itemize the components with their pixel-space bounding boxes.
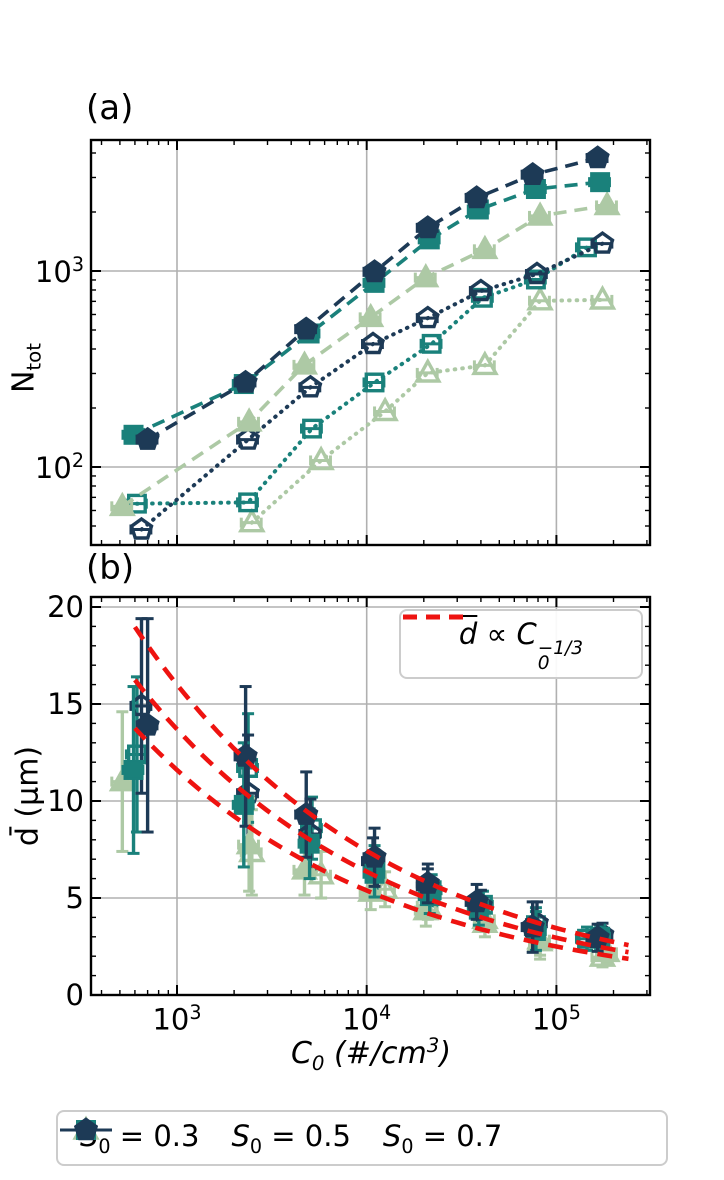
square-marker xyxy=(590,172,611,193)
triangle-marker xyxy=(471,234,499,260)
triangle-marker xyxy=(526,201,554,226)
pentagon-marker xyxy=(585,145,610,169)
triangle-marker xyxy=(414,357,442,383)
x-tick-label: 104 xyxy=(342,1001,392,1037)
fit-curve xyxy=(133,678,629,955)
legend-item-s05: S0 = 0.5 xyxy=(60,1118,351,1158)
fit-legend-box: d ∝ C −1/3 0 xyxy=(399,609,643,679)
panel-a-y-tick-label: 103 xyxy=(34,253,84,289)
triangle-marker xyxy=(307,859,335,885)
panel-b-y-tick-label: 5 xyxy=(65,881,84,915)
fit-curve xyxy=(133,726,629,962)
pentagon-marker xyxy=(362,259,387,283)
panel-b-y-tick-label: 0 xyxy=(65,978,84,1012)
legend-item-s07: S0 = 0.7 xyxy=(60,1117,503,1158)
pentagon-marker xyxy=(298,374,323,398)
red-dashed-line-icon xyxy=(403,614,465,620)
panel-b-letter: (b) xyxy=(86,548,135,588)
square-marker xyxy=(123,759,144,780)
square-marker xyxy=(421,333,442,354)
triangle-marker xyxy=(235,407,263,432)
panel-a-letter: (a) xyxy=(86,88,134,128)
series-line xyxy=(121,203,608,508)
square-marker xyxy=(302,418,322,439)
pentagon-marker xyxy=(468,278,493,302)
panel-a-y-tick-label: 102 xyxy=(34,449,84,485)
triangle-marker xyxy=(588,284,617,310)
panel-a-axes xyxy=(89,138,652,547)
triangle-marker xyxy=(290,350,319,375)
pentagon-marker xyxy=(525,261,549,285)
pentagon-marker xyxy=(520,161,545,185)
panel-b-y-tick-label: 15 xyxy=(47,687,84,721)
legend-label-s05: S0 = 0.5 xyxy=(231,1118,351,1158)
triangle-marker xyxy=(238,507,266,533)
triangle-marker xyxy=(471,350,499,376)
triangle-marker xyxy=(526,285,554,311)
triangle-marker xyxy=(371,396,399,422)
panel-a-grid xyxy=(91,140,650,545)
panel-a-series-s07_filled xyxy=(135,145,610,450)
series-line xyxy=(146,156,599,442)
panel-b-y-tick-label: 20 xyxy=(47,590,84,624)
pentagon-marker xyxy=(415,305,440,329)
panel-a-series-s05_open xyxy=(124,237,598,514)
triangle-marker xyxy=(412,263,440,288)
pentagon-marker xyxy=(129,516,154,540)
x-tick-label: 105 xyxy=(531,1001,581,1037)
pentagon-marker xyxy=(294,316,319,340)
panel-b-fit-curves xyxy=(133,625,629,962)
pentagon-marker xyxy=(236,427,261,450)
y-axis-label-ntot: Ntot xyxy=(6,342,46,394)
fit-subscript: 0 xyxy=(537,652,550,674)
panel-a-series-s03_open xyxy=(238,284,617,533)
pentagon-marker xyxy=(135,426,160,450)
square-marker xyxy=(364,372,385,393)
panel-b-series-s05_open xyxy=(124,675,598,952)
panel-b-y-tick-label: 10 xyxy=(47,784,84,818)
pentagon-marker xyxy=(415,215,440,239)
pentagon-marker xyxy=(361,331,385,355)
panel-b-axes xyxy=(89,595,652,997)
series-line xyxy=(134,245,589,506)
x-tick-label: 103 xyxy=(152,1001,202,1037)
square-marker xyxy=(238,492,259,513)
fit-formula: d ∝ C −1/3 0 xyxy=(458,616,584,674)
y-axis-label-dbar: d̄ (µm) xyxy=(10,745,46,847)
fit-exponent: −1/3 xyxy=(537,638,584,660)
triangle-marker xyxy=(108,491,136,517)
triangle-marker xyxy=(307,445,335,471)
legend-label-s07: S0 = 0.7 xyxy=(382,1118,503,1158)
triangle-marker xyxy=(357,302,385,328)
pentagon-marker xyxy=(135,712,160,736)
pentagon-marker xyxy=(590,231,615,254)
triangle-marker xyxy=(593,190,621,216)
pentagon-marker xyxy=(233,369,258,393)
pentagon-marker xyxy=(464,185,489,209)
fit-curve xyxy=(133,625,629,948)
pentagon-marker-icon xyxy=(60,1117,112,1141)
pentagon-marker xyxy=(73,1117,99,1141)
square-marker xyxy=(233,794,254,815)
panel-a-series-s03_filled xyxy=(108,190,621,517)
x-axis-label: C0 (#/cm3) xyxy=(290,1034,452,1075)
series-legend-box: S0 = 0.3 S0 = 0.5 S0 = 0.7 xyxy=(56,1110,668,1166)
